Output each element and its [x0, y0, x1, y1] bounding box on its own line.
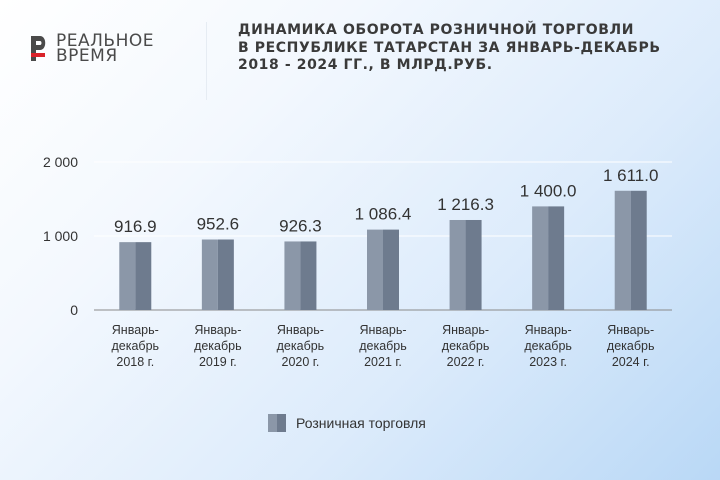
- x-tick-label: 2023 г.: [529, 355, 567, 369]
- bar-light-face: [201, 239, 218, 310]
- x-tick-label: Январь-: [112, 323, 159, 337]
- x-tick-label: декабрь: [442, 339, 490, 353]
- x-tick-label: декабрь: [607, 339, 655, 353]
- logo-line-2: ВРЕМЯ: [56, 46, 118, 66]
- y-tick-label: 1 000: [43, 228, 78, 244]
- legend-label: Розничная торговля: [296, 415, 426, 431]
- bar-dark-face: [630, 190, 647, 310]
- bar-light-face: [449, 219, 466, 310]
- x-tick-label: декабрь: [111, 339, 159, 353]
- legend: Розничная торговля: [268, 414, 426, 432]
- bar-dark-face: [548, 206, 565, 310]
- data-label: 926.3: [279, 216, 322, 235]
- y-tick-label: 2 000: [43, 154, 78, 170]
- x-tick-label: 2024 г.: [612, 355, 650, 369]
- title-line-1: Динамика оборота розничной торговли: [238, 22, 635, 38]
- bar-light-face: [614, 190, 631, 310]
- title-line-2: в Республике Татарстан за январь-декабрь: [238, 39, 661, 56]
- x-tick-label: Январь-: [442, 323, 489, 337]
- data-label: 1 611.0: [603, 166, 658, 185]
- bar-dark-face: [217, 239, 234, 310]
- x-tick-label: 2022 г.: [447, 355, 485, 369]
- x-tick-label: декабрь: [277, 339, 325, 353]
- bar-dark-face: [300, 241, 317, 310]
- y-tick-label: 0: [70, 302, 78, 318]
- x-tick-label: 2021 г.: [364, 355, 402, 369]
- x-tick-label: Январь-: [525, 323, 572, 337]
- x-tick-label: Январь-: [607, 323, 654, 337]
- chart-title: Динамика оборота розничной торговли в Ре…: [238, 22, 698, 75]
- x-tick-label: декабрь: [524, 339, 572, 353]
- bar-light-face: [284, 241, 301, 310]
- x-tick-label: 2020 г.: [282, 355, 320, 369]
- logo-line-1: РЕАЛЬНОЕ: [56, 31, 154, 51]
- x-tick-label: Январь-: [194, 323, 241, 337]
- x-tick-label: 2018 г.: [116, 355, 154, 369]
- bar-dark-face: [465, 219, 482, 310]
- data-label: 952.6: [197, 215, 240, 234]
- bar-light-face: [119, 242, 136, 310]
- x-tick-label: декабрь: [359, 339, 407, 353]
- bar-dark-face: [135, 242, 152, 310]
- x-tick-label: Январь-: [277, 323, 324, 337]
- data-label: 916.9: [114, 217, 157, 236]
- bar-light-face: [367, 229, 383, 310]
- title-line-3: 2018 - 2024 гг., в млрд.руб.: [238, 57, 493, 73]
- x-tick-label: 2019 г.: [199, 355, 237, 369]
- logo-icon: [31, 36, 46, 61]
- bar-dark-face: [383, 229, 399, 310]
- logo: РЕАЛЬНОЕ ВРЕМЯ: [28, 31, 154, 66]
- x-tick-label: Январь-: [359, 323, 406, 337]
- data-label: 1 400.0: [520, 181, 577, 200]
- x-tick-label: декабрь: [194, 339, 242, 353]
- data-label: 1 086.4: [355, 205, 412, 224]
- header-divider: [206, 22, 207, 100]
- legend-swatch: [268, 414, 286, 432]
- bar-light-face: [532, 206, 549, 310]
- data-label: 1 216.3: [437, 195, 494, 214]
